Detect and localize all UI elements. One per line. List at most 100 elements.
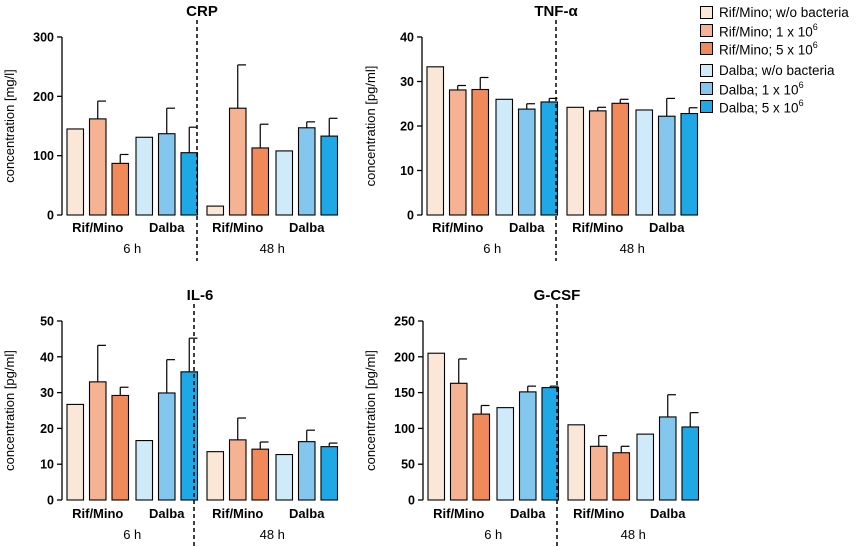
bar-g-csf-5-1 <box>681 426 700 501</box>
bar-g-csf-1-0 <box>449 382 468 501</box>
group-label: Rif/Mino <box>212 220 263 235</box>
legend-label-text: Dalba; 5 x 10 <box>719 100 799 116</box>
bar-g-csf-0-1 <box>567 424 586 501</box>
bar-g-csf-3-1 <box>636 433 655 501</box>
legend-label: Dalba; w/o bacteria <box>719 62 835 79</box>
bar-il-6-4-0 <box>157 392 176 501</box>
bar-il-6-2-1 <box>251 448 270 501</box>
y-tick-label: 30 <box>40 386 54 400</box>
timepoint-label: 6 h <box>123 527 141 542</box>
bar-tnf--2-0 <box>471 88 490 216</box>
bar-il-6-0-1 <box>206 451 225 501</box>
legend-label-text: Rif/Mino; 1 x 10 <box>719 24 813 40</box>
legend-label-exponent: 6 <box>798 80 804 91</box>
y-tick-label: 0 <box>408 494 415 508</box>
bar-crp-3-1 <box>275 150 294 216</box>
chart-3: G-CSF concentration [pg/ml] 0 50 100 150 200 25… <box>363 287 700 547</box>
y-axis-label: concentration [pg/ml] <box>2 350 17 471</box>
group-label: Rif/Mino <box>212 506 263 521</box>
timepoint-label: 6 h <box>484 527 502 542</box>
y-axis-label: concentration [mg/l] <box>2 69 17 182</box>
bar-crp-4-1 <box>297 127 316 216</box>
y-tick-label: 250 <box>394 315 415 329</box>
y-tick-label: 20 <box>400 120 414 134</box>
legend-swatch <box>700 64 713 77</box>
legend-label-text: Dalba; w/o bacteria <box>719 63 835 78</box>
group-label: Dalba <box>289 220 325 235</box>
y-axis-label: concentration [pg/ml] <box>363 66 378 187</box>
y-tick-label: 150 <box>394 386 415 400</box>
bar-il-6-1-1 <box>228 439 247 501</box>
group-label: Dalba <box>149 506 185 521</box>
timepoint-label: 48 h <box>621 527 646 542</box>
group-label: Rif/Mino <box>72 220 123 235</box>
legend-item: Rif/Mino; w/o bacteria <box>700 4 849 21</box>
bar-tnf--4-1 <box>657 115 676 216</box>
bar-g-csf-4-0 <box>518 391 537 501</box>
bar-crp-0-0 <box>66 128 85 216</box>
bar-crp-4-0 <box>157 133 176 216</box>
legend-label-text: Rif/Mino; 5 x 10 <box>719 42 813 58</box>
legend-swatch <box>700 24 713 37</box>
legend-item: Rif/Mino; 1 x 106 <box>700 20 818 41</box>
bar-crp-1-0 <box>88 118 107 216</box>
chart-title: G-CSF <box>534 287 581 304</box>
bar-tnf--4-0 <box>517 108 536 216</box>
bar-tnf--2-1 <box>611 102 630 216</box>
y-tick-label: 100 <box>33 149 54 163</box>
bar-g-csf-2-0 <box>472 413 491 501</box>
bar-g-csf-4-1 <box>658 416 677 501</box>
timepoint-label: 6 h <box>483 241 501 256</box>
group-label: Dalba <box>510 506 546 521</box>
group-label: Dalba <box>289 506 325 521</box>
bar-crp-2-1 <box>251 147 270 216</box>
y-tick-label: 20 <box>40 422 54 436</box>
bar-tnf--1-0 <box>448 89 467 216</box>
group-label: Rif/Mino <box>572 220 623 235</box>
bar-g-csf-0-0 <box>427 352 446 501</box>
bar-il-6-0-0 <box>66 403 85 501</box>
bar-il-6-4-1 <box>297 441 316 501</box>
legend-label: Dalba; 1 x 106 <box>719 78 804 99</box>
timepoint-label: 48 h <box>260 527 285 542</box>
bar-crp-2-0 <box>111 162 130 216</box>
y-axis-label: concentration [pg/ml] <box>363 350 378 471</box>
bar-g-csf-5-0 <box>541 387 560 501</box>
group-label: Dalba <box>509 220 545 235</box>
bar-tnf--3-1 <box>635 109 654 216</box>
bar-crp-1-1 <box>228 107 247 216</box>
legend-label: Rif/Mino; 5 x 106 <box>719 38 818 59</box>
bar-g-csf-2-1 <box>612 452 631 501</box>
y-tick-label: 0 <box>47 209 54 223</box>
y-tick-label: 30 <box>400 75 414 89</box>
legend-item: Dalba; w/o bacteria <box>700 62 835 79</box>
group-label: Rif/Mino <box>72 506 123 521</box>
legend-label: Rif/Mino; 1 x 106 <box>719 20 818 41</box>
bar-il-6-2-0 <box>111 394 130 501</box>
bar-il-6-1-0 <box>88 381 107 501</box>
legend-swatch <box>700 100 713 113</box>
y-tick-label: 40 <box>40 350 54 364</box>
chart-title: IL-6 <box>187 287 214 304</box>
y-tick-label: 50 <box>401 458 415 472</box>
timepoint-label: 48 h <box>260 241 285 256</box>
y-tick-label: 50 <box>40 315 54 329</box>
bar-il-6-5-0 <box>180 371 199 501</box>
legend-label-exponent: 6 <box>812 22 818 33</box>
bar-g-csf-1-1 <box>589 445 608 501</box>
legend-swatch <box>700 42 713 55</box>
bar-tnf--5-1 <box>680 112 699 216</box>
bar-crp-5-0 <box>180 152 199 216</box>
bar-tnf--1-1 <box>588 110 607 216</box>
bar-tnf--0-0 <box>426 66 445 216</box>
bar-crp-0-1 <box>206 205 225 216</box>
legend-swatch <box>700 6 713 19</box>
y-tick-label: 0 <box>407 209 414 223</box>
bar-il-6-3-1 <box>275 453 294 501</box>
legend-item: Rif/Mino; 5 x 106 <box>700 38 818 59</box>
group-label: Rif/Mino <box>433 506 484 521</box>
chart-1: TNF-α concentration [pg/ml] 0 10 20 30 40 Rif/M… <box>363 3 699 261</box>
group-label: Rif/Mino <box>573 506 624 521</box>
bar-crp-5-1 <box>320 135 339 216</box>
